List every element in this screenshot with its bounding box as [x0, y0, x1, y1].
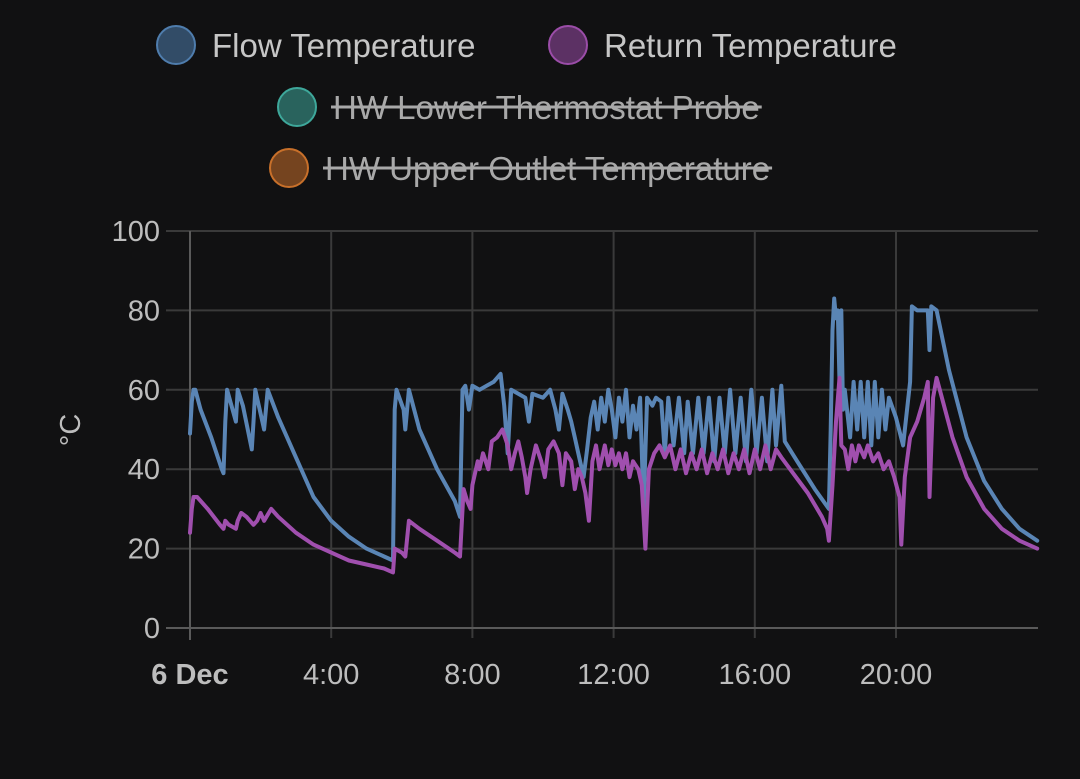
y-axis-ticks: 0 20 40 60 80 100: [112, 216, 160, 645]
legend-marker-icon: [156, 25, 196, 65]
x-tick-label: 20:00: [860, 659, 933, 691]
series-group: [188, 296, 1040, 575]
legend-item[interactable]: HW Upper Outlet Temperature: [269, 148, 773, 188]
x-tick-label: 8:00: [444, 659, 500, 691]
y-tick-label: 40: [128, 454, 160, 486]
y-tick-label: 0: [144, 613, 160, 645]
y-tick-label: 20: [128, 534, 160, 566]
legend-item[interactable]: Flow Temperature: [156, 25, 476, 65]
y-tick-label: 100: [112, 216, 160, 248]
legend-marker-icon: [269, 148, 309, 188]
legend-marker-icon: [548, 25, 588, 65]
y-tick-label: 80: [128, 295, 160, 327]
x-tick-label: 16:00: [719, 659, 792, 691]
x-tick-label: 6 Dec: [151, 659, 228, 691]
legend-marker-icon: [277, 87, 317, 127]
series-line-flow-temperature: [188, 296, 1040, 563]
y-tick-label: 60: [128, 375, 160, 407]
x-axis-ticks: 6 Dec 4:00 8:00 12:00 16:00 20:00: [151, 659, 932, 691]
y-axis-title: °C: [55, 414, 87, 447]
legend-label: Flow Temperature: [212, 27, 476, 64]
x-tick-label: 4:00: [303, 659, 359, 691]
legend-item[interactable]: Return Temperature: [548, 25, 897, 65]
series-line-return-temperature: [188, 375, 1040, 575]
x-tick-label: 12:00: [577, 659, 650, 691]
legend-item[interactable]: HW Lower Thermostat Probe: [277, 87, 762, 127]
grid: [166, 230, 1038, 640]
legend-label: Return Temperature: [604, 27, 897, 64]
legend: Flow Temperature Return Temperature HW Low…: [156, 25, 897, 188]
